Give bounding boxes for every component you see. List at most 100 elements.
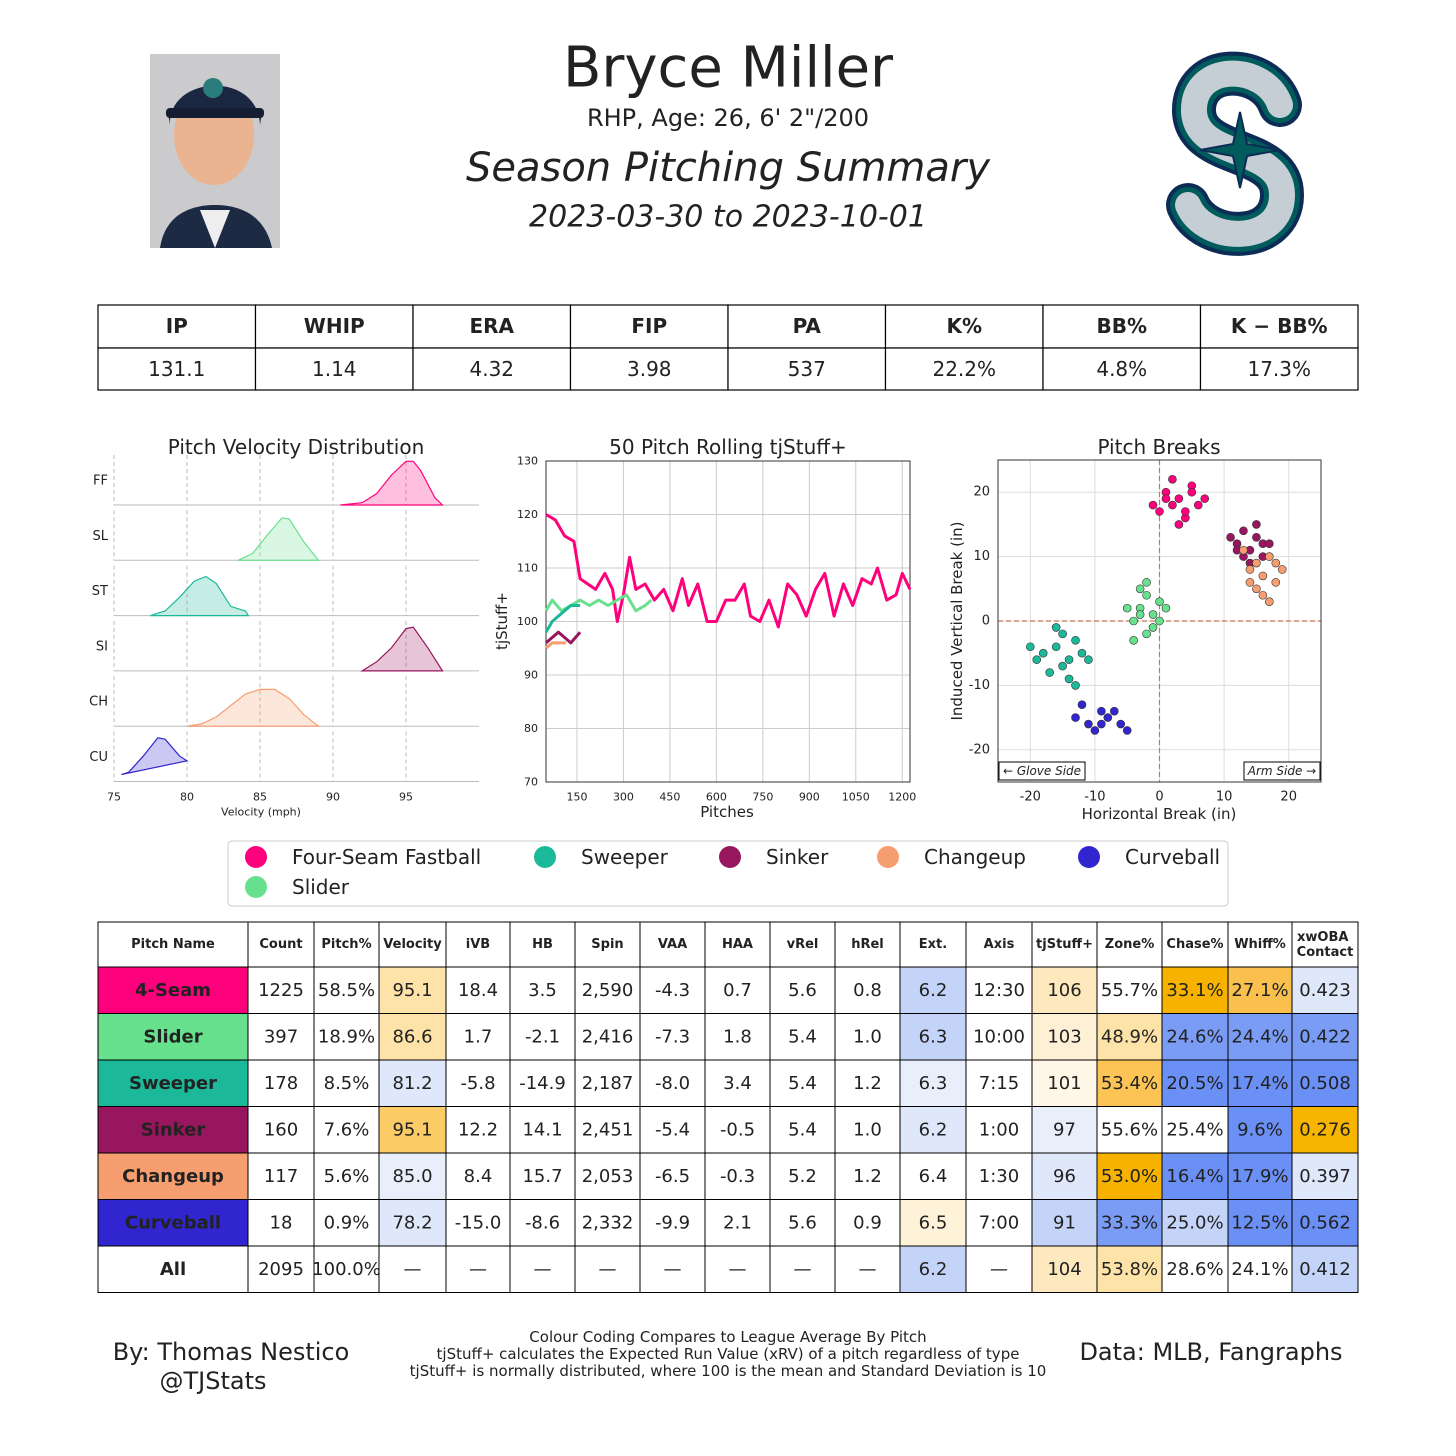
- table-cell: [574, 1059, 641, 1107]
- table-value: 2,332: [582, 1212, 634, 1233]
- break-point: [1051, 642, 1061, 652]
- y-tick-label: -20: [969, 742, 990, 757]
- table-value: 1.8: [723, 1026, 752, 1047]
- break-point: [1077, 648, 1087, 658]
- table-value: 48.9%: [1101, 1026, 1158, 1047]
- break-point: [1045, 668, 1054, 677]
- annotation-box: [1243, 761, 1321, 781]
- y-tick-label: 120: [517, 508, 538, 521]
- table-value: 81.2: [392, 1073, 432, 1094]
- table-value: 85.0: [392, 1166, 432, 1187]
- pitch-name: Sweeper: [129, 1073, 217, 1094]
- break-point: [1148, 500, 1158, 510]
- footer-handle: @TJStats: [159, 1367, 266, 1395]
- density-curve: [186, 688, 321, 727]
- stat-value: 17.3%: [1247, 357, 1311, 381]
- table-cell: [97, 1013, 249, 1061]
- table-value: 100.0%: [312, 1259, 381, 1280]
- table-value: 78.2: [392, 1212, 432, 1233]
- break-point: [1265, 539, 1274, 549]
- break-point: [1245, 578, 1255, 587]
- table-value: -0.3: [720, 1166, 755, 1187]
- stat-header: FIP: [631, 314, 667, 338]
- table-value: 0.423: [1299, 980, 1351, 1001]
- table-value: 58.5%: [318, 980, 375, 1001]
- stat-header: BB%: [1096, 314, 1147, 338]
- stat-header: IP: [166, 314, 188, 338]
- break-point: [1129, 616, 1138, 626]
- break-point: [1116, 719, 1126, 729]
- table-cell: [769, 1245, 836, 1293]
- table-value: 55.7%: [1101, 980, 1158, 1001]
- table-cell: [509, 1106, 576, 1154]
- player-photo: [150, 54, 280, 248]
- table-value: 5.6: [788, 1212, 817, 1233]
- break-point: [1142, 590, 1151, 600]
- break-point: [1109, 706, 1119, 716]
- table-value: 0.562: [1299, 1212, 1351, 1233]
- table-cell: [834, 1059, 901, 1107]
- row-label: CH: [89, 695, 108, 710]
- stat-value-cell: [727, 347, 887, 391]
- plot-frame: [545, 460, 911, 783]
- table-value: 12.5%: [1231, 1212, 1288, 1233]
- table-cell: [1161, 1152, 1229, 1200]
- table-cell: [899, 1059, 967, 1107]
- stat-value: 4.8%: [1096, 357, 1147, 381]
- table-value: -6.5: [655, 1166, 690, 1187]
- break-point: [1064, 655, 1074, 664]
- chart-title: Pitch Breaks: [1097, 435, 1220, 459]
- table-value: 53.8%: [1101, 1259, 1158, 1280]
- break-point: [1258, 571, 1268, 581]
- table-cell: [1161, 1059, 1229, 1107]
- break-point: [1038, 648, 1048, 658]
- table-value: 0.397: [1299, 1166, 1351, 1187]
- table-header: Whiff%: [1234, 937, 1286, 952]
- annotation-box: [998, 761, 1086, 781]
- table-cell: [378, 1199, 447, 1247]
- x-tick-label: 750: [752, 791, 773, 804]
- rolling-line: [544, 593, 653, 613]
- player-bio: RHP, Age: 26, 6' 2"/200: [587, 104, 869, 132]
- table-header-cell: [378, 921, 447, 968]
- density-curve: [121, 737, 189, 776]
- table-value: 1:30: [979, 1166, 1019, 1187]
- break-point: [1193, 500, 1203, 510]
- report-title: Season Pitching Summary: [466, 145, 991, 191]
- table-header-cell: [574, 921, 641, 968]
- table-cell: [313, 1245, 380, 1293]
- table-value: 6.3: [919, 1073, 948, 1094]
- break-point: [1071, 681, 1080, 690]
- legend-label: Changeup: [924, 845, 1026, 869]
- rolling-line: [545, 630, 582, 645]
- table-cell: [509, 1013, 576, 1061]
- table-cell: [639, 1013, 706, 1061]
- table-cell: [1227, 1245, 1293, 1293]
- table-cell: [639, 1106, 706, 1154]
- break-point: [1168, 475, 1177, 484]
- table-header: Pitch%: [321, 937, 371, 952]
- break-point: [1058, 661, 1067, 671]
- table-cell: [378, 1245, 447, 1293]
- row-label: SI: [96, 639, 108, 654]
- table-cell: [965, 1245, 1033, 1293]
- table-value: 91: [1053, 1212, 1076, 1233]
- pitch-name: Curveball: [125, 1212, 221, 1233]
- break-point: [1071, 636, 1080, 645]
- stat-header-cell: [727, 304, 887, 349]
- table-value: —: [729, 1259, 747, 1280]
- x-tick-label: 20: [1280, 790, 1297, 805]
- break-point: [1277, 565, 1287, 574]
- break-point: [1265, 597, 1274, 606]
- break-point: [1058, 629, 1067, 639]
- table-cell: [509, 1245, 576, 1293]
- table-header-cell: [834, 921, 901, 968]
- table-value: 5.6: [788, 980, 817, 1001]
- table-value: 5.4: [788, 1119, 817, 1140]
- break-point: [1252, 558, 1261, 568]
- table-cell: [97, 1059, 249, 1107]
- break-point: [1084, 719, 1093, 729]
- stat-value: 1.14: [312, 357, 357, 381]
- table-value: 17.9%: [1231, 1166, 1288, 1187]
- table-value: 14.1: [522, 1119, 562, 1140]
